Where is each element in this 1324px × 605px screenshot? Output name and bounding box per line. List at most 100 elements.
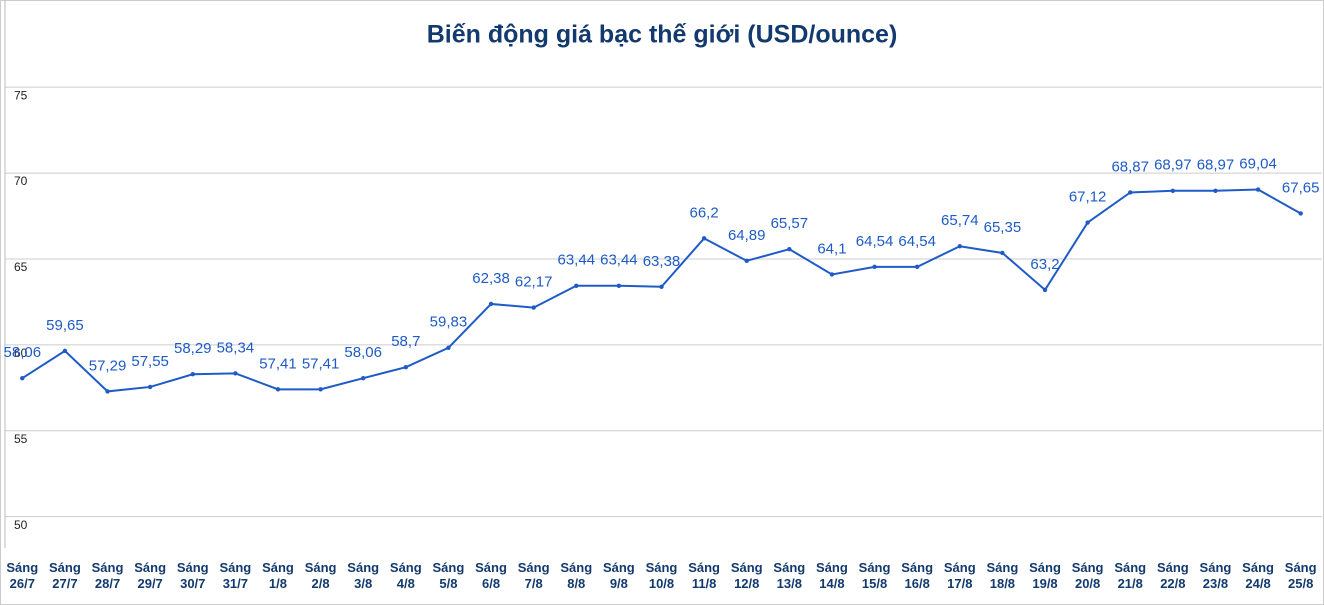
data-label: 65,74 <box>941 212 979 229</box>
x-tick-label: Sáng 8/8 <box>560 560 593 591</box>
point <box>829 272 835 277</box>
point <box>1000 250 1005 256</box>
point <box>574 283 579 288</box>
x-tick-label: Sáng 11/8 <box>688 560 720 591</box>
point <box>744 258 749 264</box>
point <box>105 389 110 394</box>
data-label: 62,17 <box>515 274 553 291</box>
x-tick-label: Sáng 12/8 <box>730 560 763 591</box>
data-label: 65,57 <box>771 215 809 232</box>
x-tick-label: Sáng 20/8 <box>1071 560 1104 591</box>
point <box>531 305 536 310</box>
line <box>21 188 1302 393</box>
x-tick-label: Sáng 19/8 <box>1029 560 1061 591</box>
point <box>361 375 366 381</box>
data-label: 63,38 <box>643 253 681 270</box>
point <box>446 345 451 350</box>
point <box>787 246 792 252</box>
x-tick-label: Sáng 29/7 <box>134 560 167 591</box>
point <box>20 375 25 381</box>
point <box>488 301 494 307</box>
x-tick-label: Sáng 6/8 <box>475 560 507 591</box>
x-tick-label: Sáng 9/8 <box>602 560 635 591</box>
point <box>233 371 238 376</box>
x-tick-label: Sáng 1/8 <box>262 560 294 591</box>
data-label: 68,97 <box>1154 157 1192 174</box>
x-tick-label: Sáng 15/8 <box>858 560 891 591</box>
x-tick-label: Sáng 4/8 <box>389 560 422 591</box>
x-tick-label: Sáng 23/8 <box>1199 560 1232 591</box>
point <box>1213 188 1218 193</box>
point <box>1042 287 1048 293</box>
point <box>62 348 68 354</box>
x-tick-label: Sáng 28/7 <box>91 560 124 591</box>
point <box>914 264 920 270</box>
data-label: 67,12 <box>1069 189 1107 206</box>
data-label: 68,87 <box>1111 158 1149 175</box>
point <box>190 372 195 377</box>
point <box>403 364 409 370</box>
data-label: 64,54 <box>898 233 936 250</box>
point <box>1298 211 1303 216</box>
x-tick-label: Sáng 24/8 <box>1242 560 1274 591</box>
y-tick-label: 75 <box>14 88 28 102</box>
x-tick-label: Sáng 18/8 <box>986 560 1019 591</box>
point <box>1128 190 1133 195</box>
point <box>1170 188 1176 193</box>
data-label: 69,04 <box>1239 156 1277 173</box>
point <box>957 244 962 249</box>
point <box>275 387 281 392</box>
point <box>659 284 664 289</box>
data-label: 68,97 <box>1197 157 1235 174</box>
x-tick-label: Sáng 13/8 <box>773 560 806 591</box>
y-tick-label: 50 <box>14 518 28 532</box>
data-label: 65,35 <box>984 219 1022 236</box>
x-tick-label: Sáng 25/8 <box>1284 560 1317 591</box>
x-tick-label: Sáng 26/7 <box>6 560 39 591</box>
data-label: 64,54 <box>856 233 894 250</box>
point <box>147 384 153 390</box>
y-tick-label: 65 <box>14 260 28 274</box>
data-label: 57,41 <box>302 355 340 372</box>
x-tick-label: Sáng 7/8 <box>517 560 550 591</box>
data-label: 66,2 <box>690 204 719 221</box>
data-label: 58,34 <box>217 339 255 356</box>
point <box>701 236 707 241</box>
x-tick-label: Sáng 16/8 <box>901 560 934 591</box>
data-label: 63,44 <box>600 252 638 269</box>
x-tick-label: Sáng 14/8 <box>816 560 848 591</box>
data-label: 59,83 <box>430 314 468 331</box>
chart-title: Biến động giá bạc thế giới (USD/ounce) <box>427 21 898 49</box>
data-label: 62,38 <box>472 270 510 287</box>
data-label: 64,89 <box>728 227 766 244</box>
y-tick-label: 70 <box>14 174 28 188</box>
x-tick-label: Sáng 21/8 <box>1114 560 1147 591</box>
point <box>318 387 323 392</box>
data-label: 63,44 <box>558 252 596 269</box>
data-label: 57,41 <box>259 355 297 372</box>
point <box>1085 220 1090 225</box>
data-label: 58,7 <box>391 333 420 350</box>
x-tick-label: Sáng 31/7 <box>219 560 252 591</box>
data-label: 57,29 <box>89 357 127 374</box>
x-tick-label: Sáng 5/8 <box>432 560 465 591</box>
data-label: 58,06 <box>344 344 382 361</box>
point <box>616 283 622 288</box>
data-label: 57,55 <box>131 353 169 370</box>
data-label: 58,29 <box>174 340 212 357</box>
data-label: 63,2 <box>1030 256 1059 273</box>
y-tick-label: 60 <box>14 346 28 360</box>
x-tick-label: Sáng 2/8 <box>304 560 337 591</box>
x-tick-label: Sáng 30/7 <box>176 560 209 591</box>
x-tick-label: Sáng 22/8 <box>1156 560 1189 591</box>
data-label: 67,65 <box>1282 179 1320 196</box>
data-label: 58,06 <box>4 344 42 361</box>
x-tick-label: Sáng 27/7 <box>49 560 81 591</box>
data-label: 59,65 <box>46 317 84 334</box>
x-tick-label: Sáng 17/8 <box>943 560 976 591</box>
y-tick-label: 55 <box>14 432 28 446</box>
point <box>1255 187 1261 192</box>
